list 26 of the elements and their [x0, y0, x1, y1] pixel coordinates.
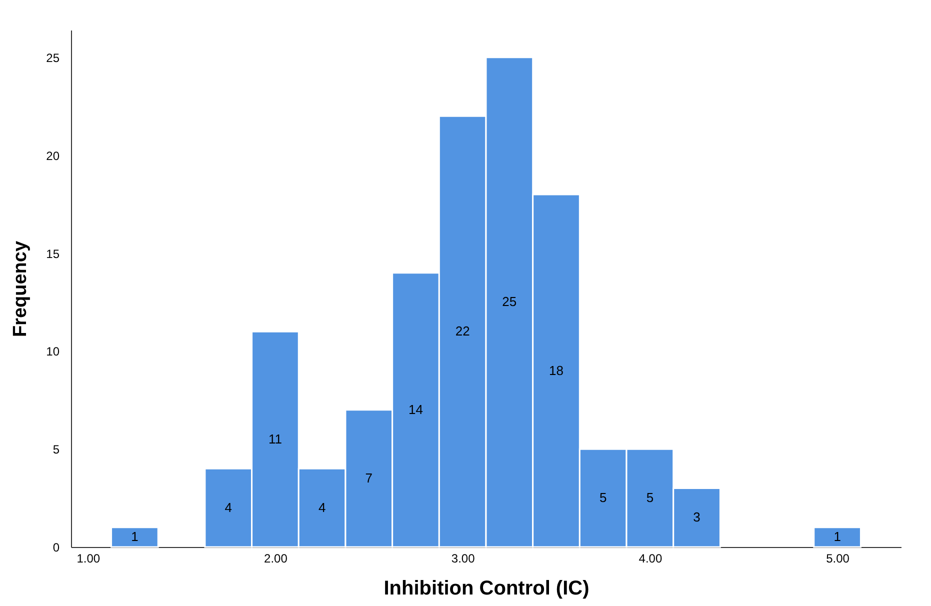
data-label: 25: [502, 294, 517, 310]
x-tick-label: 1.00: [76, 552, 100, 566]
data-label: 14: [408, 402, 423, 417]
data-label: 1: [131, 529, 138, 544]
data-label: 1: [834, 529, 841, 544]
data-label: 18: [549, 362, 564, 378]
data-label: 5: [646, 490, 654, 506]
y-tick-label: 5: [52, 442, 60, 457]
y-tick-label: 15: [46, 246, 60, 261]
x-tick-label: 5.00: [826, 552, 850, 566]
x-axis-title: Inhibition Control (IC): [384, 578, 590, 600]
data-label: 4: [318, 500, 326, 515]
y-tick-label: 0: [52, 540, 60, 554]
data-label: 7: [365, 470, 373, 486]
data-label: 22: [455, 324, 470, 339]
data-label: 11: [268, 431, 282, 446]
data-label: 4: [224, 500, 232, 515]
x-tick-label: 2.00: [264, 552, 288, 566]
y-tick-label: 25: [46, 50, 60, 65]
y-tick-label: 10: [46, 344, 60, 359]
data-label: 5: [599, 490, 607, 506]
y-tick-label: 20: [46, 148, 60, 163]
y-axis-title: Frequency: [10, 240, 32, 338]
data-label: 3: [693, 510, 700, 525]
x-tick-label: 4.00: [638, 552, 662, 566]
x-tick-label: 3.00: [451, 552, 476, 566]
